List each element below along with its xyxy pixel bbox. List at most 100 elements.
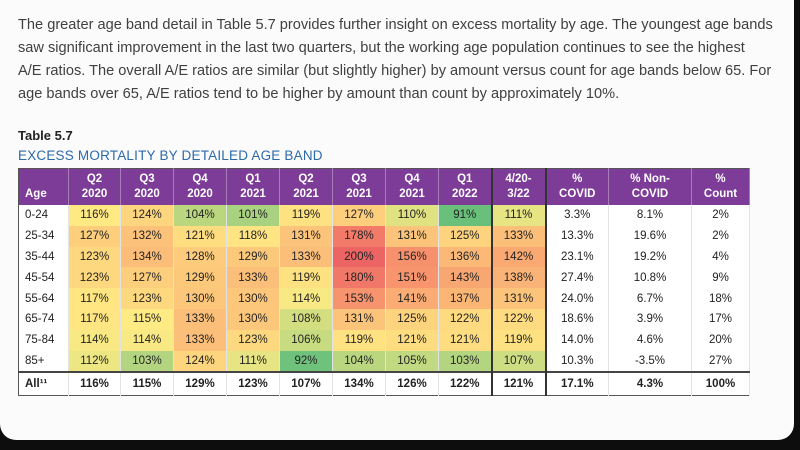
paragraph-line: saw significant improvement in the last … (18, 40, 745, 56)
ae-ratio-cell: 151% (385, 267, 439, 289)
ae-ratio-cell: 106% (279, 329, 333, 351)
ae-ratio-cell: 107% (279, 371, 333, 396)
ae-ratio-cell: 180% (332, 267, 386, 289)
paragraph-line: A/E ratios. The overall A/E ratios are s… (18, 63, 772, 79)
ae-ratio-cell: 119% (332, 329, 386, 351)
header-text: % Non- (630, 173, 670, 185)
ae-ratio-cell: 116% (68, 205, 121, 226)
pct-count-cell: 27% (691, 350, 750, 373)
header-text: Q2 (86, 173, 103, 185)
header-text: COVID (559, 188, 596, 200)
ae-ratio-cell: 115% (120, 308, 174, 330)
header-text: Q4 (404, 173, 420, 185)
header-text: 2022 (451, 188, 478, 200)
header-text: Q1 (457, 173, 473, 185)
ae-ratio-cell: 134% (120, 246, 174, 268)
column-header: 4/20- 3/22 (490, 168, 547, 205)
pct-covid-cell: 3.3% (545, 205, 609, 226)
pct-covid-cell: 10.3% (545, 350, 609, 373)
ae-ratio-cell: 142% (490, 246, 547, 268)
age-band-cell: 65-74 (18, 308, 69, 330)
ae-ratio-cell: 117% (68, 288, 121, 309)
ae-ratio-cell: 121% (385, 329, 439, 351)
column-header: Q1 2022 (438, 168, 492, 205)
pct-count-cell: 18% (691, 288, 750, 309)
column-header: Q4 2020 (173, 168, 227, 205)
ae-ratio-cell: 125% (438, 225, 492, 247)
pct-count-cell: 2% (691, 205, 750, 226)
ae-ratio-cell: 121% (173, 225, 227, 247)
column-header: Q2 2020 (68, 168, 121, 205)
ae-ratio-cell: 119% (279, 267, 333, 289)
ae-ratio-cell: 130% (226, 288, 280, 309)
header-text: 2021 (399, 188, 425, 200)
ae-ratio-cell: 156% (385, 246, 439, 268)
pct-noncovid-cell: 6.7% (608, 288, 692, 309)
table-row: 85+ 112% 103% 124% 111% 92% 104% 105% 103% 107% 10… (18, 350, 750, 373)
pct-covid-cell: 18.6% (545, 308, 609, 330)
ae-ratio-cell: 121% (438, 329, 492, 351)
column-header: Q3 2021 (332, 168, 386, 205)
header-text: 4/20- (505, 173, 532, 185)
paragraph-line: The greater age band detail in Table 5.7… (18, 17, 773, 33)
ae-ratio-cell: 124% (120, 205, 174, 226)
ae-ratio-cell: 101% (226, 205, 280, 226)
ae-ratio-cell: 133% (226, 267, 280, 289)
ae-ratio-cell: 118% (226, 225, 280, 247)
ae-ratio-cell: 130% (226, 308, 280, 330)
ae-ratio-cell: 123% (226, 329, 280, 351)
pct-covid-cell: 23.1% (545, 246, 609, 268)
pct-noncovid-cell: 3.9% (608, 308, 692, 330)
ae-ratio-cell: 200% (332, 246, 386, 268)
pct-count-cell: 4% (691, 246, 750, 268)
ae-ratio-cell: 131% (385, 225, 439, 247)
column-header: Q2 2021 (279, 168, 333, 205)
table-header-row: Age Q2 2020 Q3 2020 Q4 2020 Q1 2021 Q2 2021 Q3 2021 Q… (18, 168, 750, 205)
header-age: Age (18, 168, 69, 205)
ae-ratio-cell: 138% (490, 267, 547, 289)
ae-ratio-cell: 128% (173, 246, 227, 268)
paragraph-line: age bands over 65, A/E ratios tend to be… (18, 86, 620, 102)
pct-count-cell: 20% (691, 329, 750, 351)
ae-ratio-cell: 131% (279, 225, 333, 247)
table-row: 45-54 123% 127% 129% 133% 119% 180% 151% 143% 138… (18, 267, 750, 289)
header-text: % (715, 173, 726, 185)
age-band-cell: All¹¹ (18, 371, 69, 396)
header-text: 2020 (81, 188, 108, 200)
table-total-row: All¹¹ 116% 115% 129% 123% 107% 134% 126% 122% 121… (18, 371, 750, 396)
column-header: Q3 2020 (120, 168, 174, 205)
column-header: % Count (691, 168, 750, 205)
table-row: 55-64 117% 123% 130% 130% 114% 153% 141% 137% 131… (18, 288, 750, 309)
column-header: Q4 2021 (385, 168, 439, 205)
ae-ratio-cell: 114% (279, 288, 333, 309)
table-row: 25-34 127% 132% 121% 118% 131% 178% 131% 125% 133… (18, 225, 750, 247)
header-text: 2021 (293, 188, 319, 200)
pct-count-cell: 9% (691, 267, 750, 289)
header-text: COVID (631, 188, 669, 200)
pct-count-cell: 2% (691, 225, 750, 247)
ae-ratio-cell: 127% (332, 205, 386, 226)
header-text: % (572, 173, 583, 185)
table-row: 35-44 123% 134% 128% 129% 133% 200% 156% 136% 142… (18, 246, 750, 268)
column-header: % COVID (545, 168, 609, 205)
ae-ratio-cell: 123% (68, 246, 121, 268)
ae-ratio-cell: 104% (173, 205, 227, 226)
table-row: 65-74 117% 115% 133% 130% 108% 131% 125% 122% 122… (18, 308, 750, 330)
ae-ratio-cell: 121% (490, 371, 547, 396)
ae-ratio-cell: 124% (173, 350, 227, 373)
age-band-cell: 85+ (18, 350, 69, 373)
pct-covid-cell: 17.1% (545, 371, 609, 396)
pct-covid-cell: 27.4% (545, 267, 609, 289)
ae-ratio-cell: 111% (490, 205, 547, 226)
table-title: EXCESS MORTALITY BY DETAILED AGE BAND (18, 148, 323, 163)
header-text: 2020 (187, 188, 213, 200)
pct-noncovid-cell: 4.6% (608, 329, 692, 351)
header-text: Q3 (351, 173, 367, 185)
ae-ratio-cell: 114% (120, 329, 174, 351)
ae-ratio-cell: 119% (279, 205, 333, 226)
header-text: Q4 (192, 173, 208, 185)
header-text: Q3 (139, 173, 155, 185)
ae-ratio-cell: 91% (438, 205, 492, 226)
ae-ratio-cell: 122% (438, 308, 492, 330)
ae-ratio-cell: 153% (332, 288, 386, 309)
